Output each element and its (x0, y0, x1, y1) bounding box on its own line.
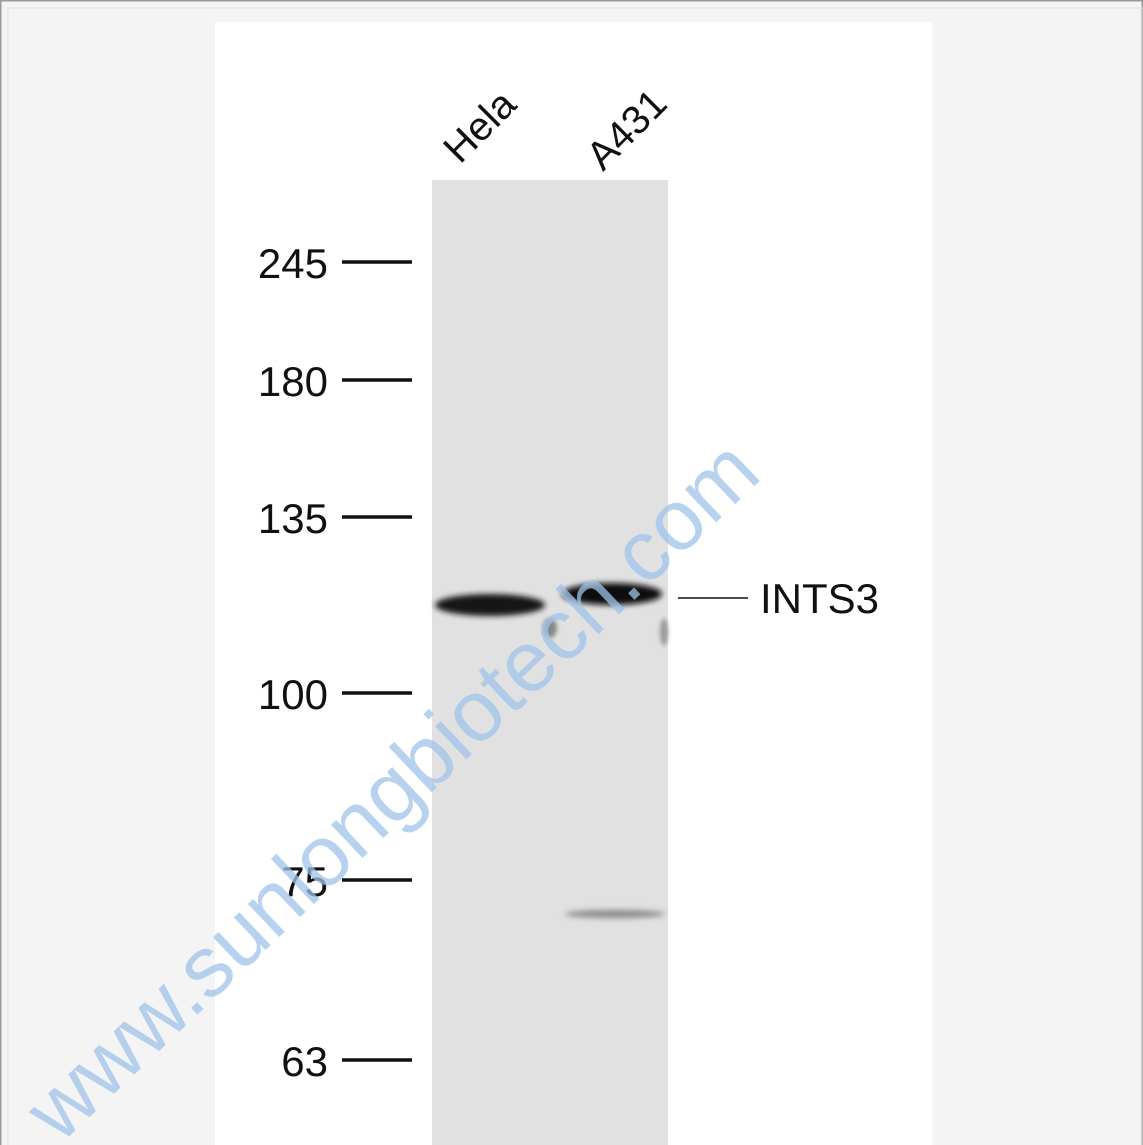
marker-label: 63 (281, 1038, 328, 1085)
marker-label: 100 (258, 671, 328, 718)
band-label: INTS3 (760, 575, 879, 622)
marker-label: 245 (258, 240, 328, 287)
band-a431-faint (565, 910, 665, 918)
marker-label: 135 (258, 495, 328, 542)
figure: INTS3 HelaA431 2451801351007563 www.sunl… (0, 0, 1143, 1145)
marker-label: 180 (258, 358, 328, 405)
page: INTS3 HelaA431 2451801351007563 www.sunl… (0, 0, 1143, 1145)
